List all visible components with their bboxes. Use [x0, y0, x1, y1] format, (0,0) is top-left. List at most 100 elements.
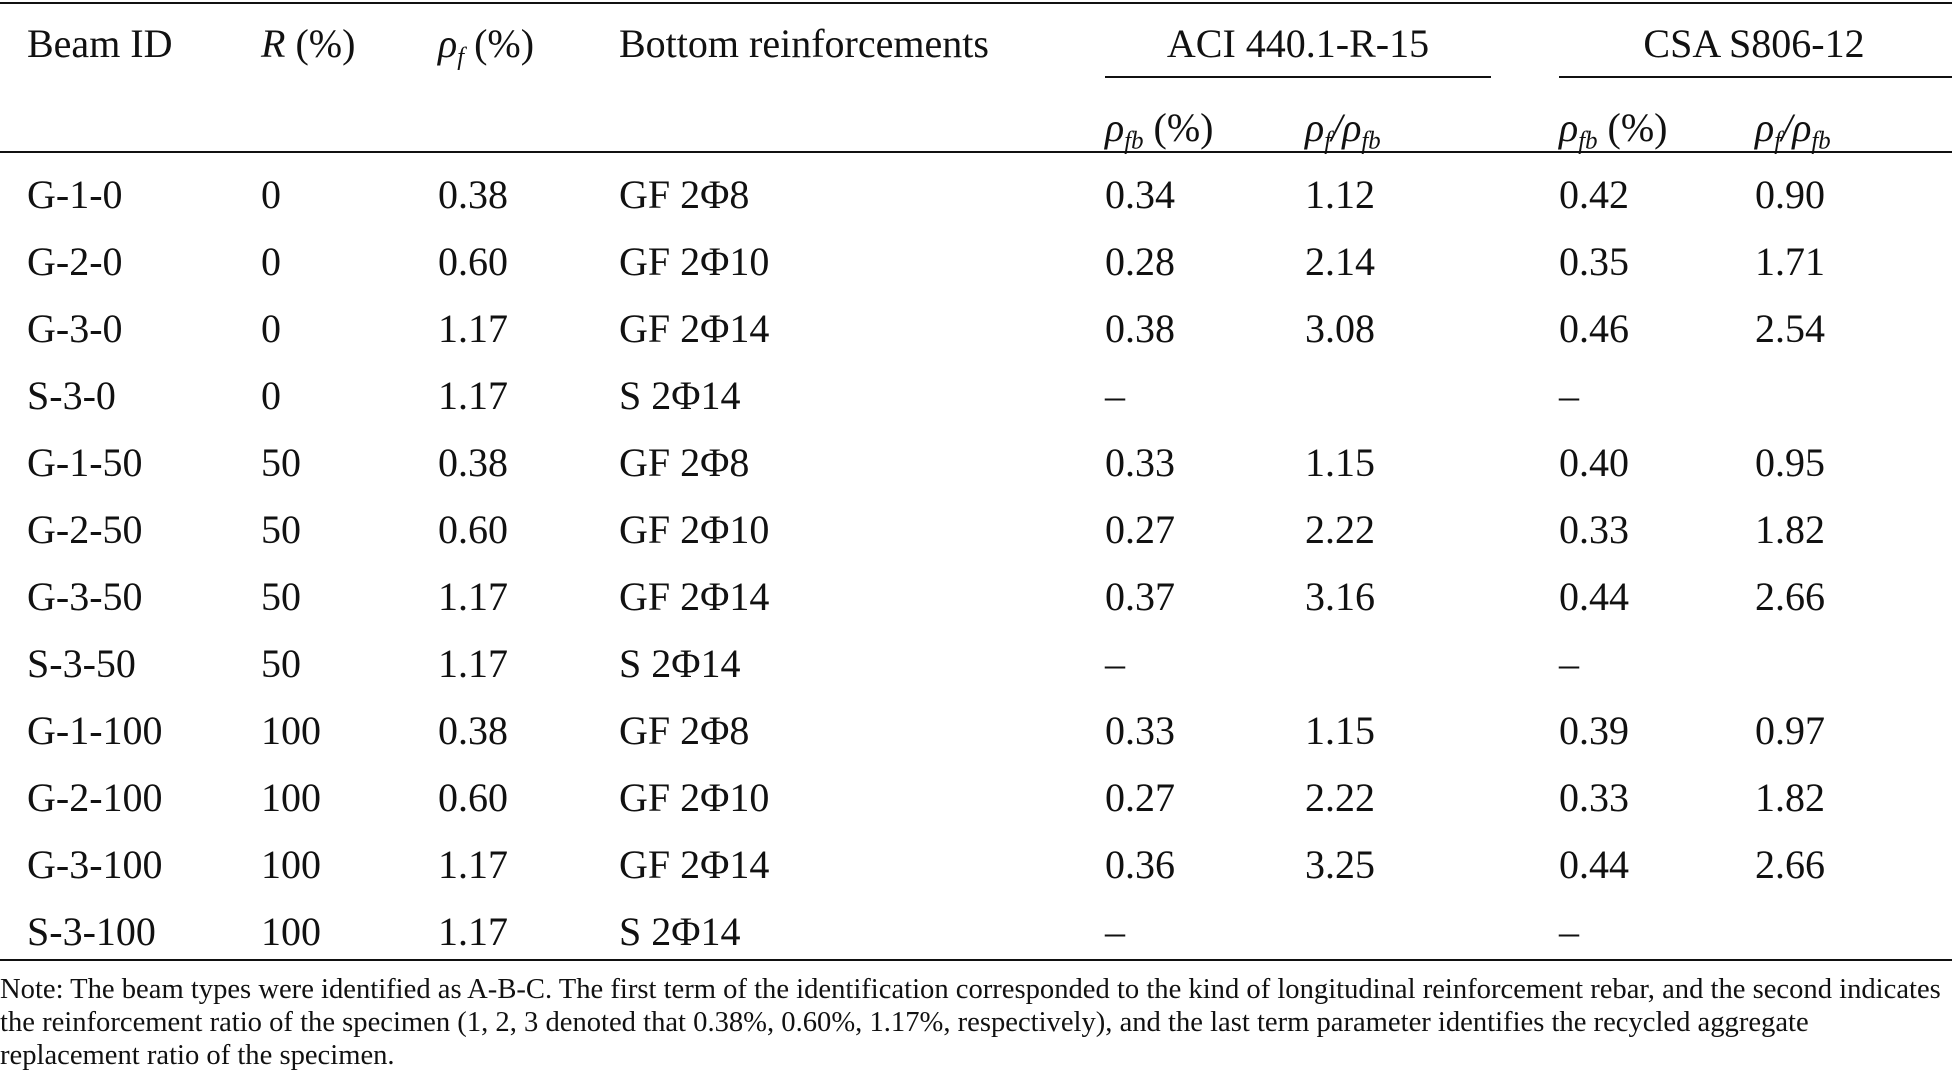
table-cell: 2.66 [1755, 574, 1825, 619]
column-header: ρfb (%) [1105, 108, 1213, 154]
table-cell: 2.14 [1305, 239, 1375, 284]
table-cell: 0.33 [1559, 775, 1629, 820]
table-cell: 0.97 [1755, 708, 1825, 753]
header-unit: (%) [1607, 105, 1668, 150]
column-header: ρf (%) [438, 24, 534, 70]
table-cell: 1.17 [438, 842, 508, 887]
header-subscript: f [1324, 127, 1332, 155]
table-cell: GF 2Φ10 [619, 507, 770, 552]
table-cell: G-1-0 [27, 172, 123, 217]
table-cell: 0.38 [438, 172, 508, 217]
table-cell: GF 2Φ14 [619, 306, 770, 351]
table-cell: G-1-100 [27, 708, 163, 753]
header-separator: / [1331, 105, 1343, 150]
table-cell: – [1105, 373, 1125, 418]
table-cell: 0 [261, 239, 281, 284]
table-cell: 1.15 [1305, 440, 1375, 485]
table-cell: 0.60 [438, 239, 508, 284]
table-cell: 0.38 [438, 708, 508, 753]
table-cell: 3.08 [1305, 306, 1375, 351]
table-cell: S 2Φ14 [619, 909, 741, 954]
table-cell: 0.44 [1559, 574, 1629, 619]
table-cell: G-2-100 [27, 775, 163, 820]
table-cell: 0.33 [1559, 507, 1629, 552]
header-symbol: R [261, 21, 286, 66]
table-cell: 0.33 [1105, 708, 1175, 753]
table-cell: 0 [261, 373, 281, 418]
table-cell: 3.25 [1305, 842, 1375, 887]
table-cell: S-3-100 [27, 909, 156, 954]
table-cell: 2.66 [1755, 842, 1825, 887]
table-cell: 0.46 [1559, 306, 1629, 351]
header-subscript: fb [1811, 127, 1831, 155]
header-text: Bottom reinforcements [619, 21, 989, 66]
table-cell: 0.40 [1559, 440, 1629, 485]
table-cell: – [1105, 641, 1125, 686]
bottom-rule [0, 959, 1952, 961]
header-subscript: f [457, 43, 465, 71]
header-subscript: f [1774, 127, 1782, 155]
table-cell: GF 2Φ10 [619, 775, 770, 820]
group-title: ACI 440.1-R-15 [1166, 21, 1430, 66]
header-symbol: ρ [1755, 105, 1775, 150]
table-cell: G-3-100 [27, 842, 163, 887]
table-cell: 0.37 [1105, 574, 1175, 619]
table-cell: 0.38 [1105, 306, 1175, 351]
table-cell: – [1559, 909, 1579, 954]
column-header: ρf/ρfb [1755, 108, 1831, 154]
table-cell: 0.44 [1559, 842, 1629, 887]
table-cell: 100 [261, 909, 321, 954]
table-cell: 1.17 [438, 641, 508, 686]
header-separator: / [1781, 105, 1793, 150]
table-cell: S 2Φ14 [619, 641, 741, 686]
table-cell: 0.60 [438, 775, 508, 820]
table-cell: S-3-50 [27, 641, 136, 686]
header-symbol: ρ [1305, 105, 1325, 150]
table-cell: 1.17 [438, 373, 508, 418]
table-cell: 0.34 [1105, 172, 1175, 217]
header-subscript: fb [1578, 127, 1598, 155]
group-rule [1105, 76, 1491, 78]
header-symbol: ρ [1559, 105, 1579, 150]
table-cell: 2.22 [1305, 507, 1375, 552]
table-cell: 0.27 [1105, 775, 1175, 820]
table-cell: 1.82 [1755, 775, 1825, 820]
table-cell: 2.54 [1755, 306, 1825, 351]
table-cell: 0.90 [1755, 172, 1825, 217]
table-cell: 0.60 [438, 507, 508, 552]
table-cell: 1.17 [438, 574, 508, 619]
header-unit: (%) [1153, 105, 1214, 150]
table-cell: – [1559, 641, 1579, 686]
table-cell: 1.82 [1755, 507, 1825, 552]
table-cell: – [1559, 373, 1579, 418]
table-cell: 0 [261, 306, 281, 351]
table-cell: 50 [261, 507, 301, 552]
header-text: Beam ID [27, 21, 173, 66]
table-note: Note: The beam types were identified as … [0, 974, 1941, 1071]
table-cell: 0.33 [1105, 440, 1175, 485]
column-header: R (%) [261, 24, 355, 64]
table-cell: 50 [261, 574, 301, 619]
header-subscript: fb [1361, 127, 1381, 155]
table-cell: 1.15 [1305, 708, 1375, 753]
table-cell: 100 [261, 775, 321, 820]
table-cell: 1.71 [1755, 239, 1825, 284]
table-cell: 50 [261, 641, 301, 686]
table-cell: 0.27 [1105, 507, 1175, 552]
header-subscript: fb [1124, 127, 1144, 155]
header-unit: (%) [474, 21, 535, 66]
table-cell: 1.17 [438, 306, 508, 351]
table-cell: 1.17 [438, 909, 508, 954]
header-symbol: ρ [1342, 105, 1362, 150]
table-cell: S-3-0 [27, 373, 116, 418]
table-cell: 100 [261, 708, 321, 753]
table-cell: GF 2Φ14 [619, 842, 770, 887]
column-header: Bottom reinforcements [619, 24, 989, 64]
table-cell: 1.12 [1305, 172, 1375, 217]
table-cell: 0 [261, 172, 281, 217]
column-header: ρfb (%) [1559, 108, 1667, 154]
table-cell: G-2-0 [27, 239, 123, 284]
top-rule [0, 2, 1952, 4]
table-cell: 0.95 [1755, 440, 1825, 485]
